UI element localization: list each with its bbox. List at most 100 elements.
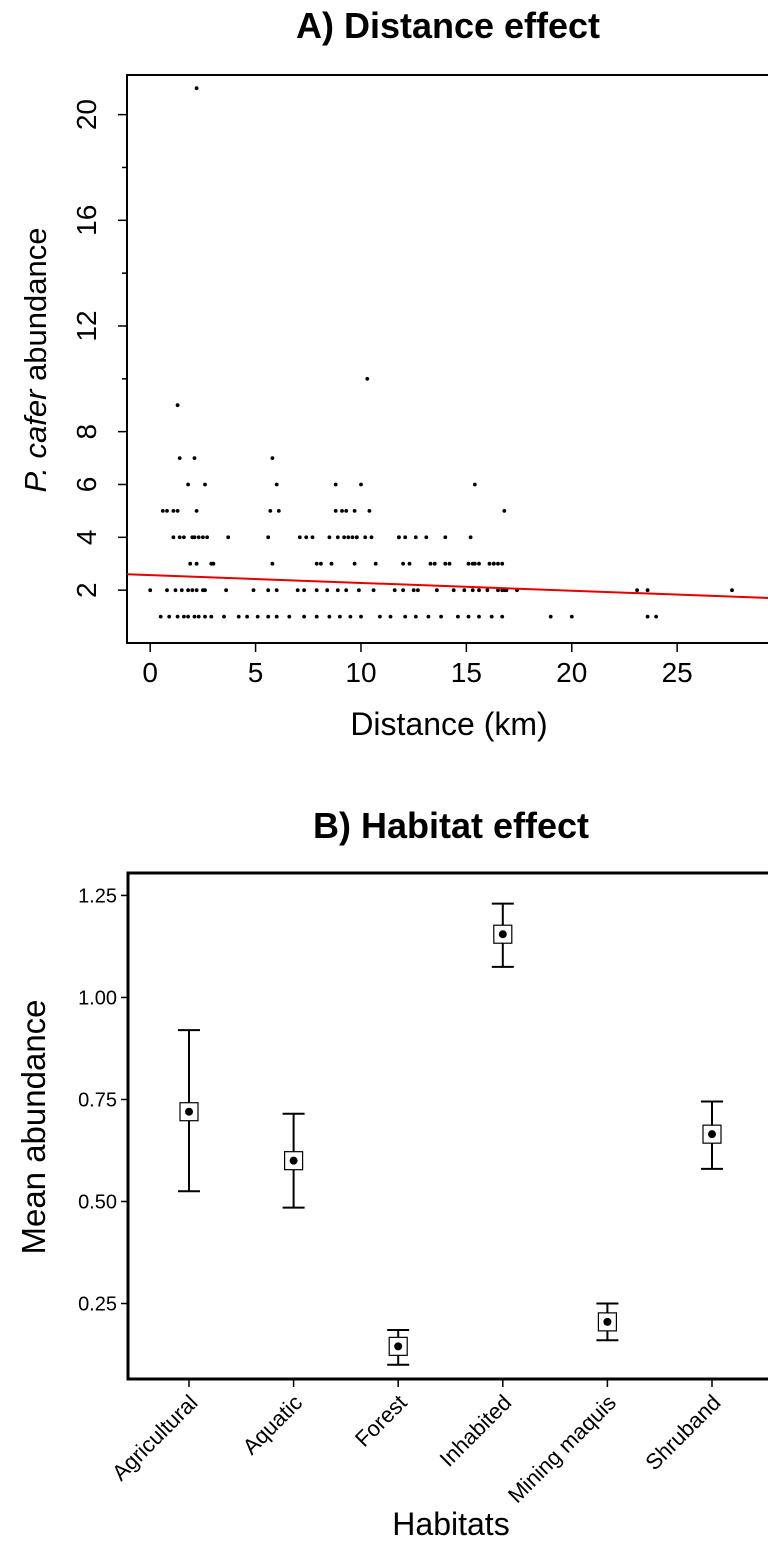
y-tick-label: 1.25 xyxy=(78,885,117,907)
y-tick-label: 6 xyxy=(71,477,102,493)
data-point xyxy=(274,614,279,619)
data-point xyxy=(338,614,342,619)
distance-effect-panel: A) Distance effect 0 5 10 15 20 25 2 4 6 8 12 16 20… xyxy=(18,5,768,742)
y-tick-label: 1.00 xyxy=(78,987,117,1009)
data-point xyxy=(350,535,355,540)
data-point xyxy=(369,535,374,540)
data-point xyxy=(236,614,241,619)
data-point xyxy=(302,614,306,619)
y-tick-label: 4 xyxy=(71,530,102,546)
data-point xyxy=(335,588,340,593)
data-point xyxy=(203,614,207,619)
y-axis-label: Mean abundance xyxy=(15,999,52,1254)
data-point xyxy=(276,509,281,513)
data-point xyxy=(407,561,412,566)
x-tick-label: Aquatic xyxy=(238,1390,308,1460)
data-point xyxy=(196,614,201,619)
data-point xyxy=(226,535,231,540)
data-point xyxy=(295,588,300,593)
data-point xyxy=(192,535,197,540)
x-axis: 0 5 10 15 20 25 xyxy=(142,643,693,688)
data-point xyxy=(371,588,376,593)
x-tick-label: Mining maquis xyxy=(503,1390,621,1508)
chart-title: A) Distance effect xyxy=(296,5,600,46)
data-point xyxy=(165,509,169,513)
data-point xyxy=(401,561,405,566)
data-point xyxy=(485,588,490,593)
habitat-effect-panel: B) Habitat effect Agricultural Aquatic For… xyxy=(15,805,768,1542)
data-point xyxy=(346,535,351,540)
x-tick-label: Agricultural xyxy=(107,1390,202,1485)
data-point xyxy=(171,509,176,513)
data-point xyxy=(397,535,401,540)
data-point xyxy=(327,614,332,619)
data-point xyxy=(342,535,346,540)
mean-point xyxy=(394,1342,403,1351)
data-point xyxy=(314,614,319,619)
data-point xyxy=(496,561,500,566)
data-point xyxy=(182,614,186,619)
x-tick-label: 0 xyxy=(142,657,158,688)
data-point xyxy=(365,376,370,381)
data-point xyxy=(388,614,393,619)
data-point xyxy=(186,614,191,619)
data-point xyxy=(268,509,273,513)
data-point xyxy=(359,482,363,487)
chart-title: B) Habitat effect xyxy=(313,805,589,846)
data-point xyxy=(297,535,302,540)
data-point xyxy=(251,588,256,593)
mean-point xyxy=(498,930,507,939)
data-point xyxy=(194,588,199,593)
data-point xyxy=(378,614,382,619)
mean-point xyxy=(708,1130,716,1139)
data-point xyxy=(466,561,471,566)
data-point xyxy=(335,535,340,540)
data-point xyxy=(413,535,418,540)
plot-frame xyxy=(126,871,768,1381)
data-point xyxy=(500,561,505,566)
data-point xyxy=(171,535,176,540)
data-point xyxy=(310,535,315,540)
data-point xyxy=(344,588,349,593)
y-tick-label: 0.75 xyxy=(78,1089,117,1111)
y-tick-label: 0.50 xyxy=(78,1191,117,1213)
data-point xyxy=(158,614,163,619)
data-point xyxy=(357,588,361,593)
data-point xyxy=(314,588,319,593)
data-point xyxy=(245,614,250,619)
data-point xyxy=(489,614,494,619)
data-point xyxy=(192,614,197,619)
data-point xyxy=(175,509,180,513)
data-point xyxy=(477,588,481,593)
x-tick-label: Forest xyxy=(350,1390,412,1452)
data-point xyxy=(190,588,195,593)
data-point xyxy=(424,535,429,540)
data-point xyxy=(344,509,349,513)
y-axis: 2 4 6 8 12 16 20 xyxy=(71,99,127,598)
data-point xyxy=(255,614,260,619)
data-point xyxy=(165,588,169,593)
data-point xyxy=(645,588,650,593)
data-point xyxy=(333,509,338,513)
data-point xyxy=(359,614,363,619)
y-axis-label-species: P. cafer xyxy=(18,388,53,493)
data-point xyxy=(569,614,574,619)
data-point xyxy=(205,535,210,540)
x-tick-label: 5 xyxy=(248,657,264,688)
data-point xyxy=(477,561,481,566)
x-tick-label: Shruband xyxy=(640,1390,725,1475)
data-point xyxy=(179,588,184,593)
data-point xyxy=(274,588,279,593)
data-point xyxy=(401,588,405,593)
trend-line xyxy=(126,573,768,599)
x-axis: Agricultural Aquatic Forest InhabitedMining… xyxy=(107,1379,726,1508)
data-point xyxy=(175,403,180,408)
x-axis-label: Distance (km) xyxy=(350,706,547,742)
data-point xyxy=(447,561,452,566)
data-point xyxy=(319,561,323,566)
data-point xyxy=(470,588,475,593)
data-point xyxy=(302,588,306,593)
data-point xyxy=(173,588,178,593)
data-point xyxy=(186,588,191,593)
data-point xyxy=(470,561,475,566)
